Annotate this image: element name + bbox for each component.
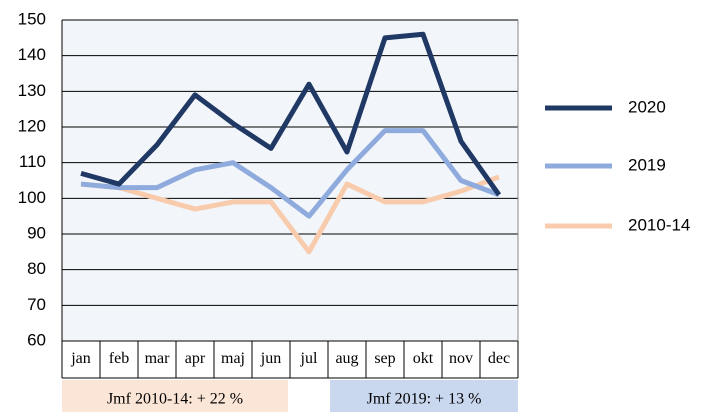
x-tick-label: nov: [449, 350, 473, 367]
y-tick-label: 60: [27, 330, 46, 349]
x-tick-label: jun: [260, 350, 281, 367]
x-tick-label: jul: [300, 350, 318, 367]
y-tick-label: 90: [27, 223, 46, 242]
y-tick-label: 130: [18, 81, 46, 100]
series-line: [80, 174, 500, 255]
x-tick-label: okt: [413, 350, 434, 367]
x-tick-label: aug: [335, 350, 358, 367]
x-tick-label: jan: [70, 350, 91, 367]
y-tick-label: 120: [18, 116, 46, 135]
legend-label: 2010-14: [628, 215, 690, 234]
annotation: Jmf 2019: + 13 %: [367, 391, 482, 408]
x-tick-label: sep: [374, 350, 395, 367]
y-tick-label: 100: [18, 188, 46, 207]
legend-label: 2019: [628, 155, 666, 174]
x-tick-label: dec: [488, 350, 510, 367]
annotation-box: [330, 380, 518, 412]
plot-background: [62, 20, 518, 341]
y-tick-label: 140: [18, 45, 46, 64]
annotation-box: [62, 380, 288, 412]
series-line: [80, 31, 502, 197]
legend-label: 2020: [628, 97, 666, 116]
x-tick-label: mar: [145, 350, 171, 367]
x-tick-label: maj: [221, 350, 245, 367]
x-tick-label: apr: [185, 350, 206, 367]
y-tick-label: 110: [19, 152, 46, 171]
y-tick-label: 150: [18, 9, 46, 28]
series-line: [80, 128, 500, 219]
annotation: Jmf 2010-14: + 22 %: [107, 391, 243, 408]
x-tick-label: feb: [109, 350, 129, 367]
y-tick-label: 80: [27, 259, 46, 278]
y-tick-label: 70: [27, 295, 46, 314]
